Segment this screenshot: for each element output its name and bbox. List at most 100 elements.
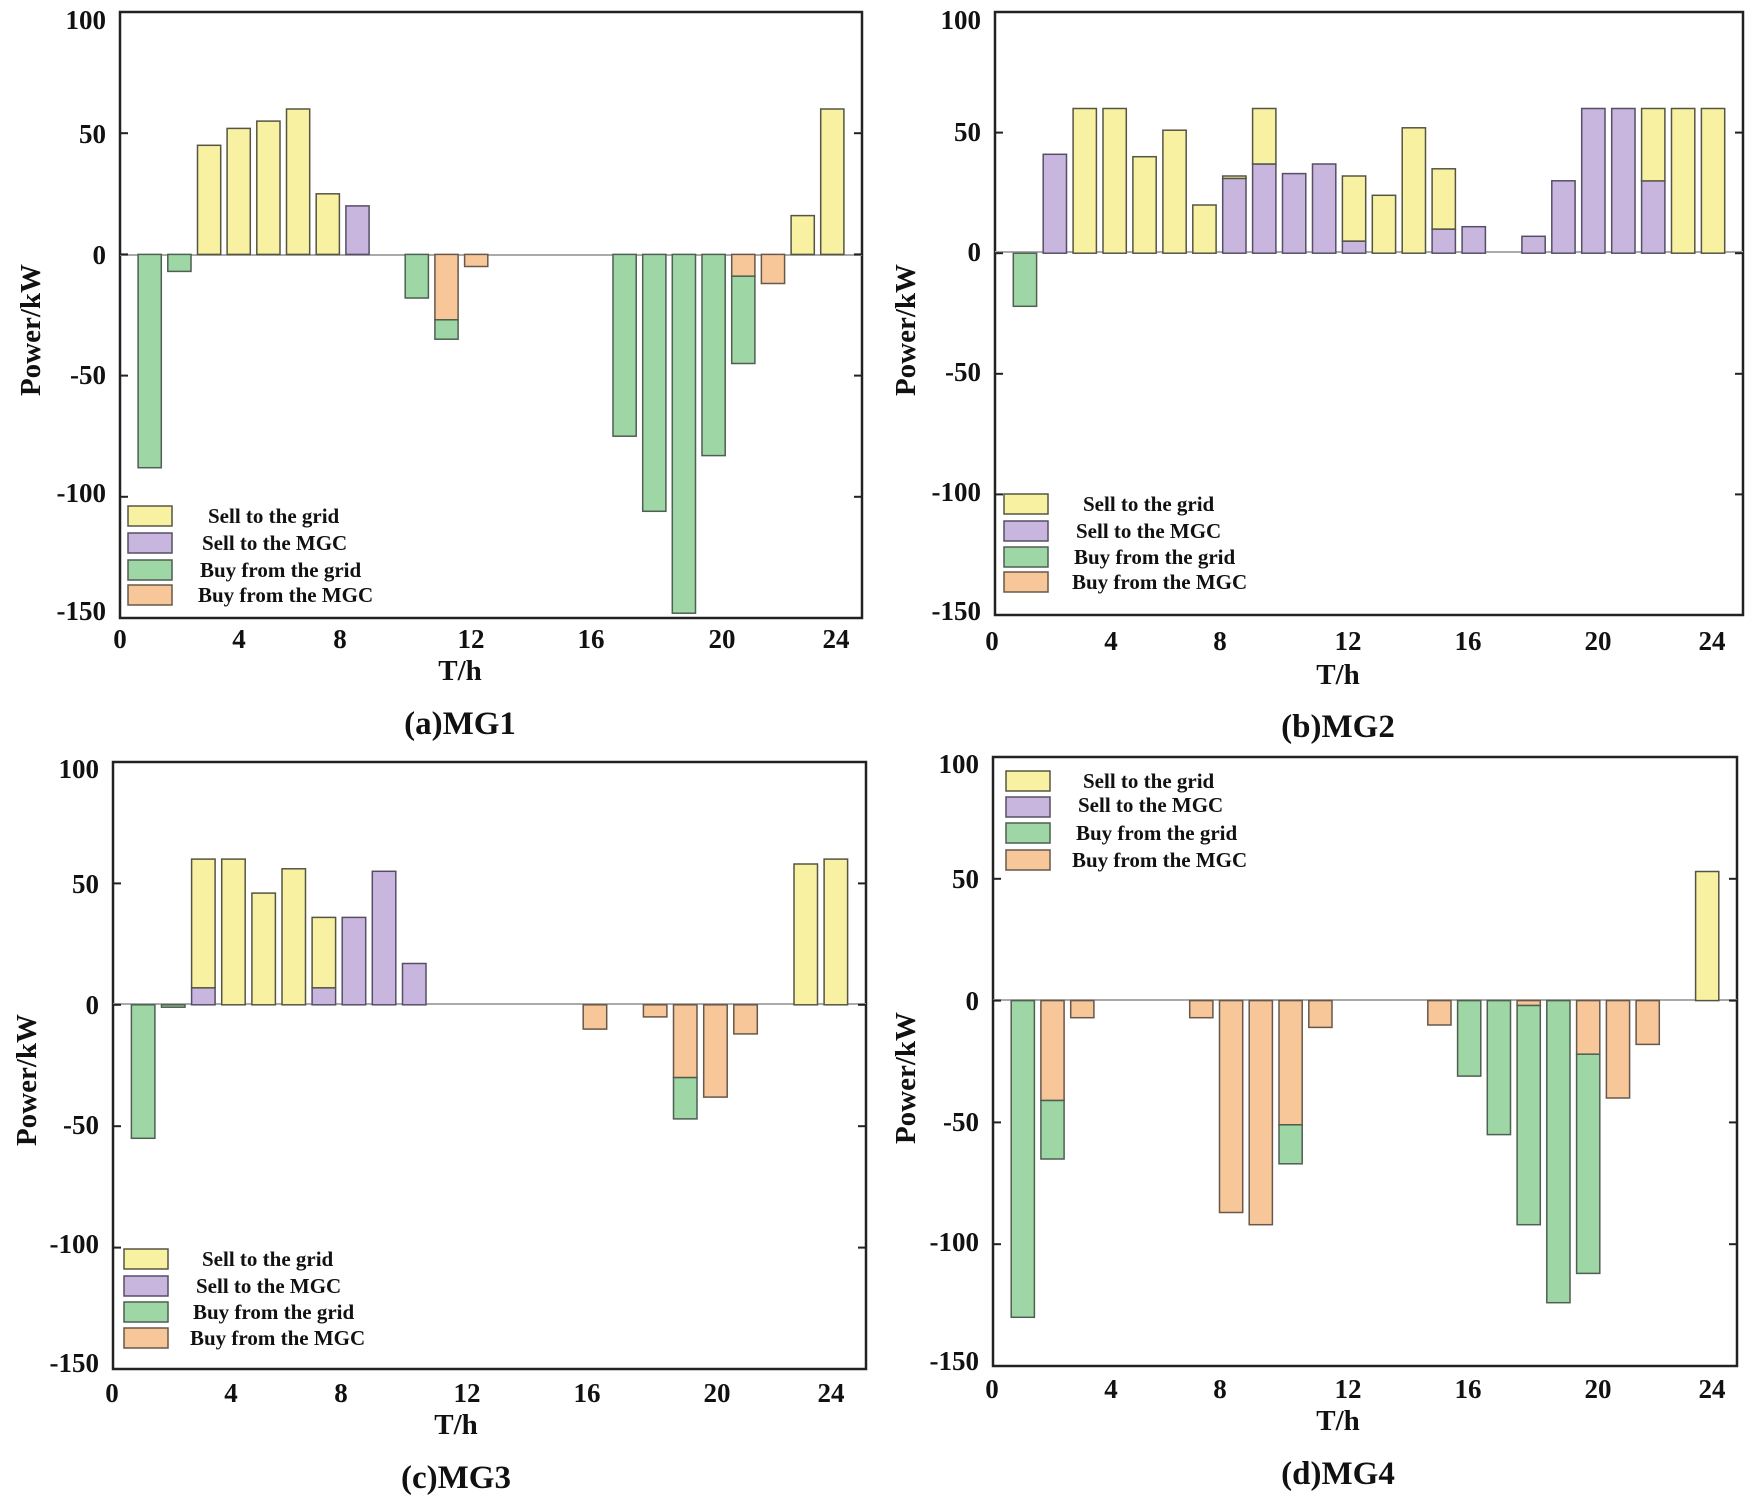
- x-tick-label: 12: [1335, 626, 1362, 656]
- legend-label: Buy from the MGC: [1072, 848, 1247, 872]
- bar-sell-grid-h4: [226, 127, 252, 256]
- legend-label: Buy from the grid: [1076, 821, 1238, 845]
- bar-sell-grid-h24: [823, 858, 849, 1006]
- y-tick-label: 0: [86, 990, 100, 1020]
- y-axis-title: Power/kW: [890, 1012, 922, 1144]
- bar-buy-grid-h11: [434, 319, 459, 340]
- y-tick-label: -100: [932, 477, 982, 507]
- y-tick-label: 0: [968, 237, 982, 267]
- legend-label: Sell to the MGC: [1076, 519, 1221, 543]
- bar-buy-mgc-h19: [672, 1004, 698, 1079]
- bar-sell-grid-h14: [1401, 127, 1427, 254]
- y-tick-label: -150: [57, 596, 107, 626]
- bar-buy-grid-h20: [1575, 1053, 1601, 1275]
- bar-buy-grid-h1: [1012, 252, 1038, 308]
- panel-caption: (a)MG1: [404, 706, 516, 742]
- legend-swatch-sell-grid: [1005, 770, 1051, 792]
- bar-buy-mgc-h9: [1248, 999, 1274, 1226]
- bar-sell-mgc-h3: [190, 987, 216, 1006]
- bar-buy-grid-h21: [730, 275, 756, 365]
- bar-sell-mgc-h10: [401, 962, 427, 1006]
- bar-sell-grid-h6: [285, 108, 311, 256]
- bar-buy-mgc-h11: [434, 253, 459, 321]
- y-tick-label: -100: [50, 1229, 100, 1259]
- bar-buy-mgc-h21: [1605, 999, 1631, 1099]
- y-axis-title: Power/kW: [15, 264, 47, 396]
- x-tick-label: 0: [985, 1374, 999, 1404]
- bar-sell-grid-h24: [819, 108, 845, 256]
- legend-swatch-sell-mgc: [1005, 796, 1051, 818]
- legend-label: Buy from the grid: [193, 1300, 355, 1324]
- x-axis-title: T/h: [434, 1409, 478, 1441]
- x-tick-label: 20: [709, 624, 736, 654]
- x-axis-title: T/h: [1316, 1405, 1360, 1437]
- bar-buy-grid-h19: [672, 1076, 698, 1120]
- bar-sell-grid-h6: [281, 868, 307, 1006]
- legend-swatch-sell-mgc: [1003, 520, 1049, 542]
- bar-sell-grid-h23: [790, 214, 816, 256]
- legend-swatch-sell-grid: [123, 1248, 169, 1270]
- legend-swatch-buy-mgc: [123, 1327, 169, 1349]
- bar-buy-mgc-h20: [1575, 999, 1601, 1055]
- bar-sell-grid-h23: [1670, 107, 1696, 254]
- bar-sell-mgc-h15: [1431, 228, 1457, 254]
- bar-buy-grid-h17: [612, 253, 637, 437]
- bar-buy-mgc-h11: [1308, 999, 1333, 1029]
- bar-sell-mgc-h7: [311, 987, 337, 1006]
- bar-sell-grid-h15: [1431, 168, 1457, 230]
- bar-buy-grid-h17: [1486, 999, 1512, 1136]
- bar-buy-mgc-h16: [582, 1004, 608, 1030]
- bar-sell-grid-h9: [1251, 107, 1277, 165]
- y-tick-label: 50: [952, 864, 979, 894]
- bar-buy-grid-h18: [1516, 1004, 1542, 1226]
- legend-swatch-buy-mgc: [1003, 571, 1049, 593]
- x-tick-label: 16: [574, 1378, 601, 1408]
- bar-buy-mgc-h8: [1218, 999, 1244, 1214]
- bar-sell-mgc-h9: [1251, 163, 1277, 254]
- legend-label: Buy from the MGC: [190, 1326, 365, 1350]
- y-tick-label: -50: [70, 360, 106, 390]
- bar-buy-grid-h1: [1010, 999, 1036, 1319]
- bar-sell-grid-h24: [1700, 107, 1726, 254]
- bar-buy-mgc-h21: [733, 1004, 759, 1035]
- x-tick-label: 24: [818, 1378, 845, 1408]
- legend: Sell to the grid Sell to the MGC Buy fro…: [1005, 769, 1247, 872]
- x-tick-label: 24: [1699, 1374, 1726, 1404]
- panel-caption: (b)MG2: [1281, 709, 1395, 745]
- legend-label: Sell to the MGC: [196, 1274, 341, 1298]
- bar-buy-mgc-h12: [463, 253, 489, 268]
- legend-label: Sell to the grid: [1083, 492, 1215, 516]
- bar-sell-mgc-h21: [1610, 107, 1636, 254]
- bar-buy-grid-h10: [404, 253, 430, 299]
- y-tick-label: -150: [932, 596, 982, 626]
- x-tick-label: 16: [1455, 1374, 1482, 1404]
- bar-buy-grid-h10: [1278, 1124, 1303, 1165]
- bar-sell-grid-h5: [256, 120, 281, 256]
- bar-sell-grid-h13: [1371, 194, 1397, 254]
- x-tick-label: 12: [454, 1378, 481, 1408]
- plot-frame: [993, 10, 1745, 617]
- plot-frame: [991, 755, 1739, 1368]
- bar-sell-mgc-h10: [1281, 172, 1307, 254]
- y-tick-label: -50: [945, 357, 981, 387]
- bar-sell-grid-h12: [1341, 175, 1367, 242]
- bars-mg3: [113, 761, 866, 1370]
- plot-frame: [111, 760, 868, 1371]
- y-tick-label: 0: [966, 986, 980, 1016]
- bar-buy-mgc-h20: [702, 1004, 728, 1098]
- bar-buy-mgc-h2: [1040, 999, 1065, 1102]
- bar-buy-mgc-h7: [1188, 999, 1214, 1019]
- bar-sell-grid-h24: [1694, 870, 1720, 1002]
- legend-swatch-buy-mgc: [127, 584, 173, 606]
- legend-swatch-buy-grid: [1003, 546, 1049, 568]
- bar-buy-grid-h19: [1546, 999, 1571, 1304]
- x-tick-label: 0: [105, 1378, 119, 1408]
- bars-mg1: [120, 11, 862, 619]
- bar-buy-grid-h1: [130, 1004, 156, 1140]
- bar-sell-mgc-h8: [1221, 177, 1247, 254]
- y-tick-label: -150: [930, 1346, 980, 1376]
- y-tick-label: 0: [93, 240, 107, 270]
- y-axis-title: Power/kW: [890, 264, 922, 396]
- bar-sell-mgc-h18: [1521, 235, 1546, 254]
- bar-buy-grid-h2: [1040, 1099, 1065, 1160]
